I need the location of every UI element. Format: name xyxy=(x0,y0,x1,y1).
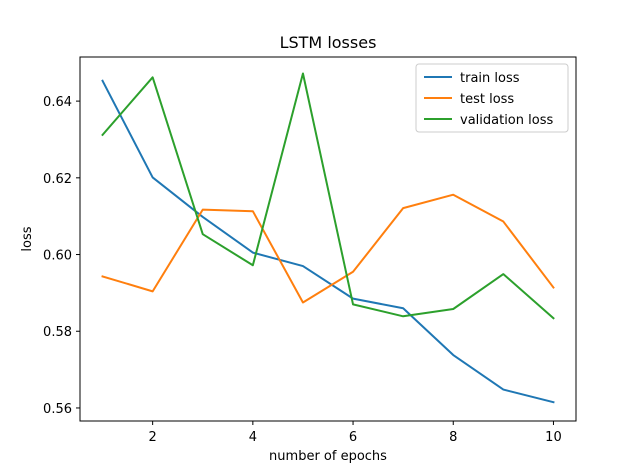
x-tick-label: 2 xyxy=(149,430,157,445)
x-tick-label: 4 xyxy=(249,430,257,445)
series-line-train-loss xyxy=(101,79,555,404)
legend-label: test loss xyxy=(460,92,514,107)
x-tick-label: 10 xyxy=(545,430,562,445)
y-tick-label: 0.56 xyxy=(43,402,72,417)
legend: train loss test loss validation loss xyxy=(415,63,569,133)
y-axis-title: loss xyxy=(20,226,35,251)
x-tick-label: 8 xyxy=(449,430,457,445)
legend-label: train loss xyxy=(460,71,520,86)
series-line-test-loss xyxy=(101,193,555,304)
y-tick-label: 0.58 xyxy=(43,325,72,340)
x-tick-label: 6 xyxy=(349,430,357,445)
y-tick-label: 0.60 xyxy=(43,249,72,264)
chart-title: LSTM losses xyxy=(280,33,377,52)
y-tick-label: 0.64 xyxy=(43,95,72,110)
plot-area: 2 4 6 8 10 0.56 0.58 0.60 0.62 0.64 xyxy=(43,72,562,445)
x-axis-title: number of epochs xyxy=(269,449,387,464)
legend-label: validation loss xyxy=(460,113,553,128)
plot-frame xyxy=(79,56,577,422)
y-tick-label: 0.62 xyxy=(43,172,72,187)
series-line-validation-loss xyxy=(101,72,555,320)
legend-box xyxy=(415,63,569,133)
